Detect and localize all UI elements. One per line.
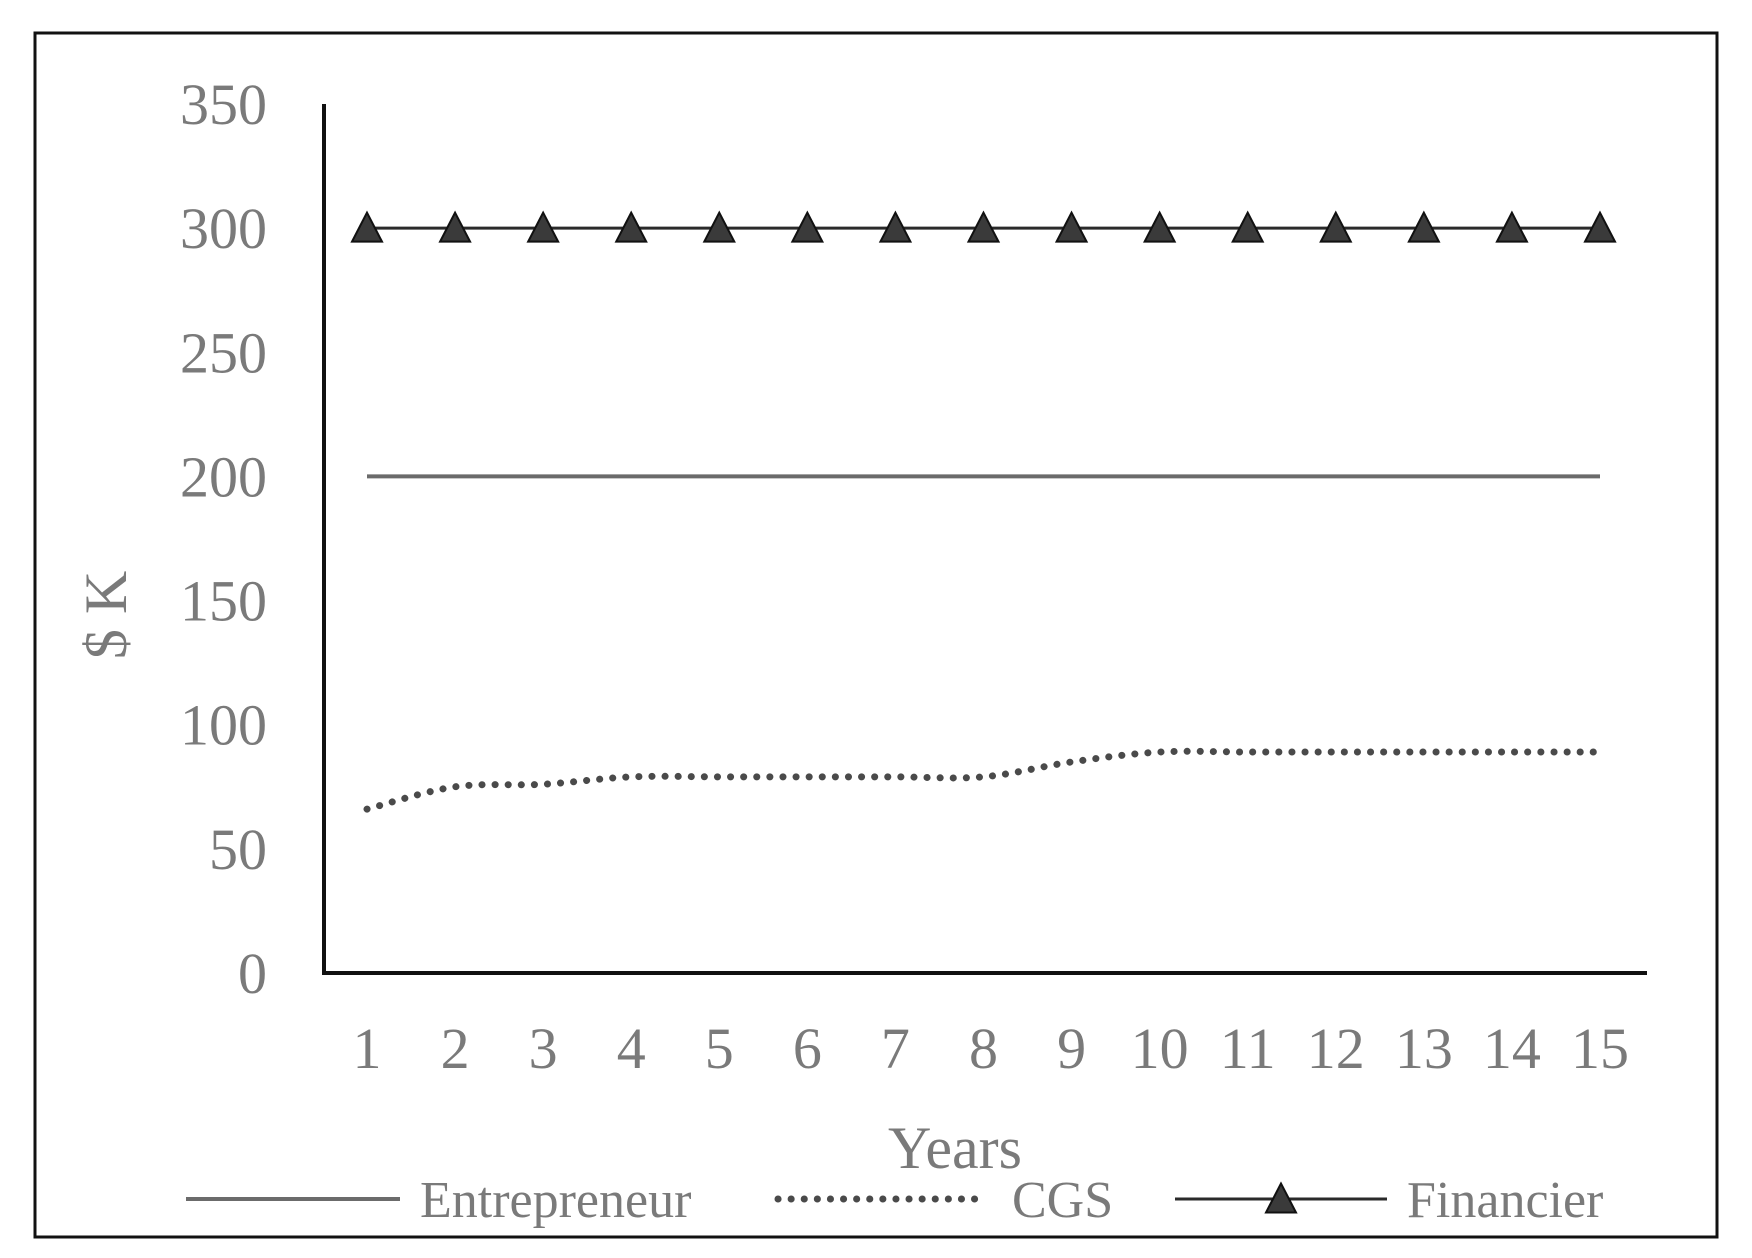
legend-marker [1264,1181,1298,1214]
legend-label: Entrepreneur [420,1172,691,1229]
x-tick-label: 5 [705,1016,734,1081]
data-point-marker [790,210,825,243]
x-tick-label: 13 [1395,1016,1453,1081]
x-tick-label: 3 [529,1016,558,1081]
x-tick-label: 10 [1131,1016,1189,1081]
y-tick-label: 200 [180,444,267,509]
x-tick-label: 8 [969,1016,998,1081]
data-point-marker [614,210,648,243]
x-tick-label: 6 [793,1016,822,1081]
data-point-marker [1142,210,1177,243]
x-tick-label: 1 [353,1016,382,1081]
x-tick-label: 12 [1307,1016,1365,1081]
legend: Entrepreneur CGS Financier [186,1172,1603,1229]
y-tick-label: 150 [180,569,267,634]
series-financier [350,210,1617,243]
series-line-cgs [363,747,1604,813]
data-point-marker [1054,210,1089,243]
series-layer [350,210,1617,813]
x-tick-label: 15 [1571,1016,1629,1081]
x-tick-label: 2 [441,1016,470,1081]
data-point-marker [966,210,1001,243]
legend-label: CGS [1012,1172,1113,1229]
legend-item-entrepreneur: Entrepreneur [186,1172,691,1229]
data-point-marker [526,210,560,243]
y-tick-label: 250 [180,320,267,385]
y-tick-label: 50 [209,817,267,882]
chart-frame [33,31,1719,1239]
data-point-marker [1231,210,1265,243]
legend-label: Financier [1407,1172,1603,1229]
y-tick-labels: 0 50 100 150 200 250 300 350 [180,72,267,1006]
data-point-marker [1407,210,1441,243]
legend-item-financier: Financier [1175,1172,1603,1229]
y-tick-label: 300 [180,196,267,261]
data-point-marker [438,210,472,243]
y-tick-label: 100 [180,693,267,758]
data-point-marker [702,210,736,243]
x-tick-label: 7 [881,1016,910,1081]
x-tick-label: 9 [1057,1016,1086,1081]
x-tick-label: 14 [1483,1016,1541,1081]
data-point-marker [1583,210,1617,243]
legend-item-cgs: CGS [774,1172,1113,1229]
x-axis-title: Years [888,1115,1022,1181]
x-tick-label: 11 [1220,1016,1276,1081]
y-tick-label: 0 [238,941,267,1006]
x-tick-label: 4 [617,1016,646,1081]
y-tick-label: 350 [180,72,267,137]
data-point-marker [1319,210,1353,243]
series-cgs [363,747,1604,813]
data-point-marker [350,210,384,243]
data-point-marker [878,210,913,243]
x-tick-labels: 1 2 3 4 5 6 7 8 9 10 11 12 13 14 15 [353,1016,1630,1081]
y-axis-title: $ K [73,571,139,659]
data-point-marker [1495,210,1529,243]
